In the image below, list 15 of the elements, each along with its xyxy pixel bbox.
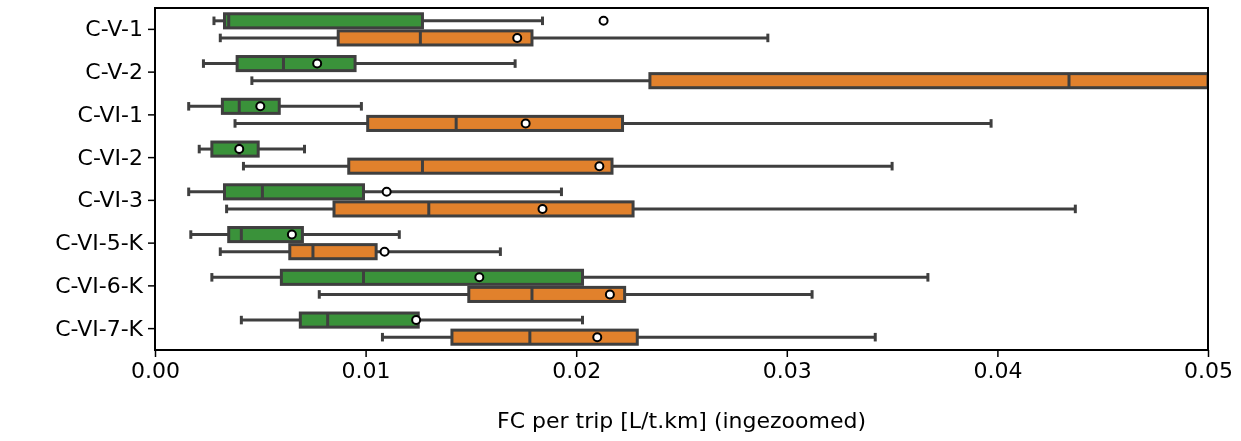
y-tick-label: C-V-2 (85, 59, 143, 85)
x-tick-label: 0.02 (552, 357, 602, 383)
y-tick-label: C-VI-5-K (55, 230, 144, 256)
x-tick-label: 0.00 (131, 357, 180, 383)
x-tick-label: 0.01 (341, 357, 391, 383)
y-tick-label: C-VI-1 (77, 101, 143, 127)
y-tick-label: C-VI-3 (77, 187, 143, 213)
y-tick-label: C-VI-7-K (55, 315, 144, 341)
y-tick-label: C-VI-2 (77, 144, 143, 170)
x-axis-title: FC per trip [L/t.km] (ingezoomed) (496, 408, 867, 433)
y-tick-label: C-V-1 (85, 16, 143, 42)
x-tick-label: 0.04 (973, 357, 1023, 383)
x-tick-label: 0.05 (1184, 357, 1233, 383)
x-tick-label: 0.03 (762, 357, 812, 383)
y-tick-label: C-VI-6-K (55, 272, 144, 298)
